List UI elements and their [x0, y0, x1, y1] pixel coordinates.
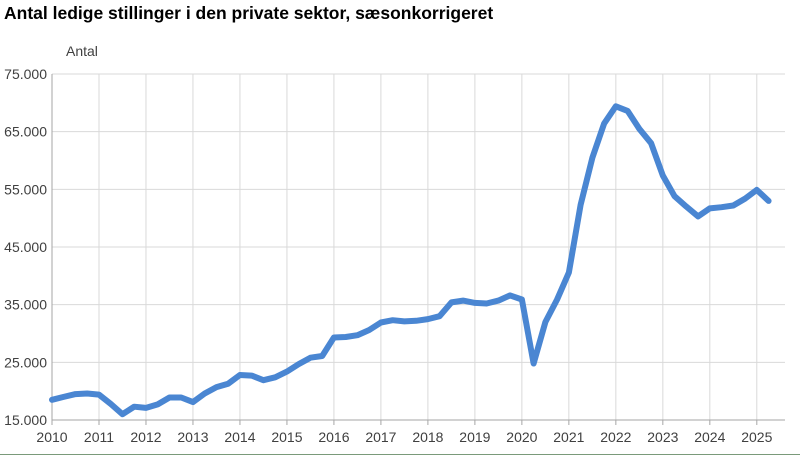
data-point: [756, 189, 758, 191]
x-tick-label: 2010: [36, 429, 67, 445]
bottom-rule: [0, 454, 800, 455]
data-point: [239, 374, 241, 376]
y-tick-label: 35.000: [4, 297, 47, 313]
x-tick-label: 2023: [647, 429, 678, 445]
y-tick-labels: 15.000 25.000 35.000 45.000 55.000 65.000 75.0…: [4, 66, 47, 428]
data-point: [697, 215, 699, 217]
data-point: [544, 321, 546, 323]
data-point: [732, 205, 734, 206]
data-point: [568, 271, 570, 273]
data-point: [427, 318, 429, 320]
data-point: [439, 315, 441, 317]
data-point: [721, 206, 723, 208]
data-point: [63, 396, 65, 398]
data-point: [75, 393, 76, 395]
data-point: [415, 320, 417, 322]
data-point: [309, 357, 311, 359]
data-point: [98, 394, 100, 396]
y-tick-label: 65.000: [4, 124, 47, 140]
data-point: [580, 204, 582, 206]
x-tick-label: 2021: [553, 429, 584, 445]
x-tick-label: 2020: [506, 429, 537, 445]
x-tick-label: 2019: [459, 429, 490, 445]
data-point: [768, 200, 770, 202]
data-point: [51, 399, 53, 401]
x-tick-label: 2015: [271, 429, 302, 445]
y-tick-label: 25.000: [4, 354, 47, 370]
x-tick-label: 2024: [694, 429, 725, 445]
data-point: [298, 363, 300, 365]
data-point: [638, 128, 640, 130]
data-point: [615, 105, 617, 107]
data-point: [145, 407, 147, 409]
data-point: [262, 379, 264, 381]
data-point: [533, 363, 535, 364]
x-tick-label: 2011: [84, 429, 114, 445]
data-point: [509, 294, 511, 296]
data-point: [392, 319, 394, 321]
y-tick-label: 15.000: [4, 412, 47, 428]
data-point: [674, 195, 676, 197]
data-point: [497, 300, 499, 302]
y-tick-label: 75.000: [4, 66, 47, 82]
data-point: [110, 403, 112, 405]
series-line: [49, 103, 772, 418]
y-tick-label: 55.000: [4, 181, 47, 197]
data-point: [474, 302, 476, 304]
data-point: [216, 386, 217, 388]
data-point: [744, 198, 746, 200]
data-point: [685, 206, 687, 208]
data-point: [169, 397, 170, 398]
data-point: [251, 375, 253, 377]
x-tick-label: 2014: [224, 429, 255, 445]
data-point: [368, 329, 370, 331]
data-point: [286, 371, 288, 373]
data-point: [227, 383, 229, 385]
x-tick-label: 2012: [130, 429, 161, 445]
data-point: [521, 299, 523, 300]
x-tick-label: 2016: [318, 429, 349, 445]
data-point: [157, 403, 159, 405]
data-point: [486, 303, 488, 304]
data-point: [133, 406, 135, 408]
data-point: [122, 413, 123, 415]
x-tick-label: 2017: [365, 429, 396, 445]
x-tick-label: 2022: [600, 429, 631, 445]
data-point: [450, 301, 452, 303]
data-point: [204, 393, 206, 394]
data-point: [650, 142, 652, 144]
data-point: [86, 393, 88, 394]
data-point: [180, 397, 182, 398]
data-point: [274, 376, 276, 378]
data-point: [556, 299, 558, 300]
data-point: [345, 336, 347, 338]
axes: [51, 74, 785, 425]
y-axis-label: Antal: [66, 43, 98, 59]
x-tick-label: 2013: [177, 429, 208, 445]
series-layer: [49, 103, 772, 418]
data-point: [591, 157, 593, 159]
data-point: [333, 337, 335, 338]
data-point: [462, 300, 464, 302]
data-point: [380, 322, 382, 323]
data-point: [662, 175, 664, 176]
data-point: [709, 207, 711, 209]
data-point: [627, 110, 629, 112]
data-point: [403, 320, 405, 322]
chart-title: Antal ledige stillinger i den private se…: [4, 3, 494, 23]
x-tick-label: 2025: [741, 429, 772, 445]
data-point: [603, 123, 605, 125]
x-tick-label: 2018: [412, 429, 443, 445]
y-tick-label: 45.000: [4, 239, 47, 255]
data-point: [321, 355, 323, 357]
data-point: [356, 334, 358, 336]
data-point: [192, 401, 194, 403]
gridlines: [52, 73, 785, 420]
x-tick-labels: 2010 2011 2012 2013 2014 2015 2016 2017 2018 2019…: [36, 429, 772, 445]
